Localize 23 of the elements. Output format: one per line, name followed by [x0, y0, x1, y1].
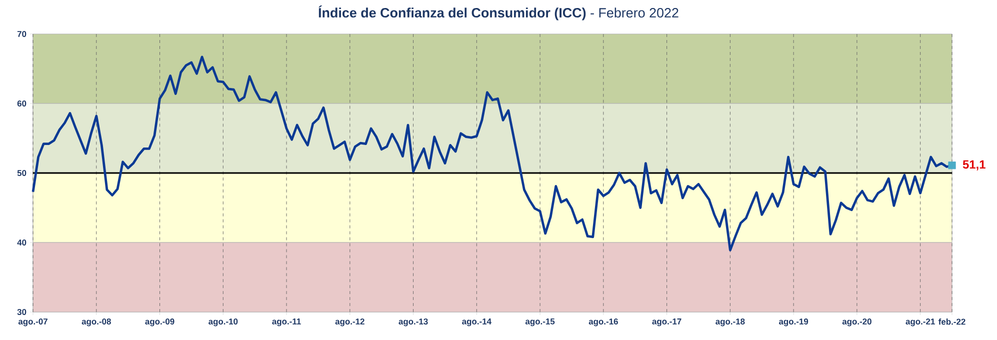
x-tick-label: ago.-10 [208, 318, 238, 326]
x-tick-label: ago.-15 [525, 318, 555, 326]
x-tick-label: ago.-09 [145, 318, 174, 326]
y-tick-label: 40 [17, 240, 26, 246]
y-tick-label: 50 [17, 170, 26, 176]
x-tick-label: ago.-21 [906, 318, 935, 326]
y-tick-label: 60 [17, 100, 26, 106]
x-tick-label: ago.-16 [588, 318, 618, 326]
x-tick-label: ago.-08 [82, 318, 111, 326]
x-tick-label: ago.-11 [272, 318, 301, 326]
x-tick-label: ago.-19 [778, 318, 808, 326]
y-tick-label: 70 [17, 31, 26, 37]
x-tick-label: feb.-22 [938, 318, 966, 325]
data-label: 51,1 [962, 160, 986, 170]
y-tick-label: 30 [17, 309, 26, 315]
chart-title: Índice de Confianza del Consumidor (ICC) - Febrero 2022 [318, 6, 678, 20]
x-tick-label: ago.-13 [398, 318, 428, 326]
x-tick-label: ago.-14 [462, 318, 492, 326]
x-tick-label: ago.-20 [842, 318, 872, 326]
x-tick-label: ago.-18 [716, 318, 745, 326]
x-tick-label: ago.-07 [18, 318, 48, 326]
x-tick-label: ago.-17 [652, 318, 682, 326]
x-tick-label: ago.-12 [335, 318, 364, 326]
